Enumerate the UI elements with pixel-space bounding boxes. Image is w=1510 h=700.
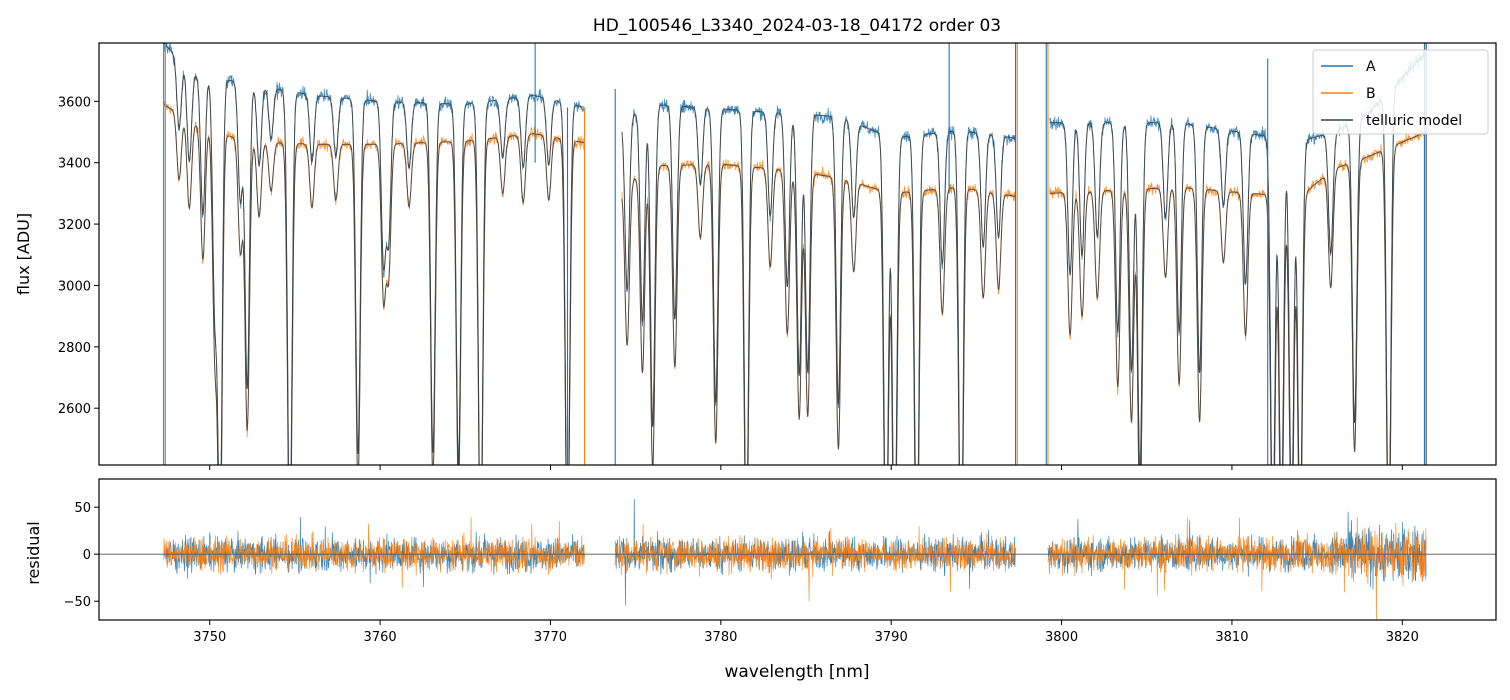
flux-axes-frame	[98, 42, 1497, 466]
residual-a-line-2	[1047, 511, 1427, 590]
xtick-label-2: 3770	[534, 630, 567, 645]
y-axis-label-flux: flux [ADU]	[14, 213, 33, 295]
flux-ytick-label-2: 3000	[58, 279, 91, 294]
legend-label-1: B	[1366, 86, 1376, 102]
plot-area-flux	[99, 43, 1496, 465]
x-axis-label: wavelength [nm]	[724, 662, 869, 682]
legend-label-2: telluric model	[1366, 113, 1462, 129]
model-b-line-0	[163, 103, 585, 465]
series-b-line-0	[163, 100, 585, 465]
residual-b-line-2	[1047, 516, 1427, 620]
residual-ytick-label-0: −50	[64, 595, 91, 610]
xtick-label-0: 3750	[193, 630, 226, 645]
flux-ytick-label-4: 3400	[58, 157, 91, 172]
chart-title: HD_100546_L3340_2024-03-18_04172 order 0…	[593, 16, 1001, 36]
model-a-line-0	[163, 43, 585, 465]
model-b-line-2	[1049, 131, 1426, 465]
xtick-label-4: 3790	[875, 630, 908, 645]
series-a-line-0	[163, 43, 585, 465]
flux-ytick-label-1: 2800	[58, 341, 91, 356]
xtick-label-3: 3780	[704, 630, 737, 645]
xtick-label-6: 3810	[1215, 630, 1248, 645]
flux-panel: 2600 2800 3000 3200 3400 3600	[58, 42, 1497, 470]
residual-b-line-0	[163, 517, 585, 588]
flux-ytick-label-3: 3200	[58, 218, 91, 233]
legend-box	[1312, 49, 1489, 135]
legend-label-0: A	[1366, 59, 1376, 75]
flux-ytick-label-5: 3600	[58, 95, 91, 110]
residual-ytick-label-1: 0	[83, 548, 91, 563]
flux-ytick-label-0: 2600	[58, 402, 91, 417]
xtick-label-5: 3800	[1045, 630, 1078, 645]
xtick-label-1: 3760	[364, 630, 397, 645]
residual-axes-frame	[98, 478, 1497, 621]
residual-b-line-1	[614, 523, 1016, 602]
residual-ytick-label-2: 50	[74, 501, 91, 516]
residual-series-group	[99, 498, 1496, 620]
xtick-label-7: 3820	[1386, 630, 1419, 645]
y-axis-label-residual: residual	[24, 521, 43, 584]
residual-panel: −50 0 50 3750 3760 3770 3780 3790 3800 3810 3820	[64, 478, 1497, 645]
flux-series-group	[163, 43, 1427, 465]
